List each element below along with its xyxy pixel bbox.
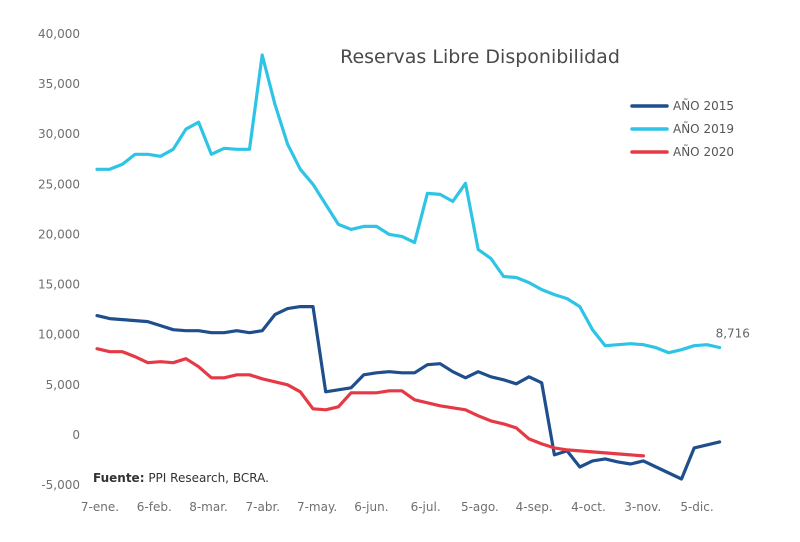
legend: AÑO 2015 AÑO 2019 AÑO 2020 bbox=[630, 98, 734, 159]
x-tick-label: 4-sep. bbox=[516, 500, 553, 514]
series-line-3 bbox=[95, 347, 646, 458]
legend-label: AÑO 2020 bbox=[673, 144, 734, 159]
x-tick-label: 7-abr. bbox=[246, 500, 281, 514]
y-tick-label: 35,000 bbox=[38, 77, 80, 91]
legend-label: AÑO 2019 bbox=[673, 121, 734, 136]
chart-title: Reservas Libre Disponibilidad bbox=[340, 46, 620, 68]
y-tick-label: 30,000 bbox=[38, 127, 80, 141]
y-tick-label: 15,000 bbox=[38, 278, 80, 292]
y-tick-label: 10,000 bbox=[38, 328, 80, 342]
series-line-1 bbox=[95, 305, 722, 481]
x-tick-label: 6-feb. bbox=[137, 500, 172, 514]
data-label: 8,716 bbox=[716, 327, 750, 341]
x-tick-label: 7-ene. bbox=[81, 500, 119, 514]
x-tick-label: 3-nov. bbox=[624, 500, 661, 514]
x-tick-label: 5-ago. bbox=[461, 500, 499, 514]
x-axis: 7-ene. 6-feb. 8-mar. 7-abr. 7-may. 6-jun. 6-ju… bbox=[81, 500, 714, 514]
y-tick-label: -5,000 bbox=[41, 478, 80, 492]
x-tick-label: 8-mar. bbox=[189, 500, 228, 514]
source-label: Fuente: bbox=[93, 471, 145, 485]
y-tick-label: 5,000 bbox=[46, 378, 80, 392]
source-text: PPI Research, BCRA. bbox=[145, 471, 269, 485]
y-axis: 40,000 35,000 30,000 25,000 20,000 15,000 10,0… bbox=[38, 27, 80, 492]
y-tick-label: 0 bbox=[72, 428, 80, 442]
y-tick-label: 40,000 bbox=[38, 27, 80, 41]
series-line-2 bbox=[95, 53, 722, 355]
series-lines bbox=[95, 53, 722, 481]
legend-label: AÑO 2015 bbox=[673, 98, 734, 113]
source-note: Fuente: PPI Research, BCRA. bbox=[93, 471, 269, 485]
x-tick-label: 6-jun. bbox=[354, 500, 388, 514]
x-tick-label: 4-oct. bbox=[571, 500, 606, 514]
y-tick-label: 20,000 bbox=[38, 227, 80, 241]
x-tick-label: 6-jul. bbox=[411, 500, 441, 514]
x-tick-label: 5-dic. bbox=[680, 500, 713, 514]
y-tick-label: 25,000 bbox=[38, 177, 80, 191]
annotations: 8,716 bbox=[716, 327, 750, 341]
x-tick-label: 7-may. bbox=[297, 500, 337, 514]
